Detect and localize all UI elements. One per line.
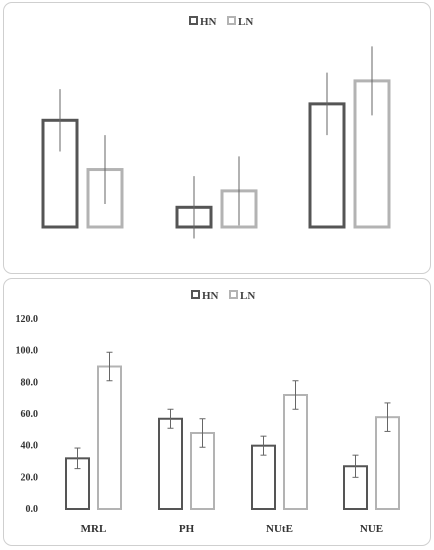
- legend-label-ln: LN: [238, 16, 253, 28]
- legend-label-ln: LN: [240, 290, 255, 302]
- category-label-mrl: MRL: [81, 523, 107, 535]
- bar-hn-ph: [158, 417, 183, 510]
- bar-chart-top: HN LN: [41, 16, 391, 239]
- y-tick-label: 0.0: [26, 504, 39, 515]
- bar-chart-bottom: HN LN 0.0 20.0 40.0 60.0 80.0 100.0 120.0 MRL PH NU…: [16, 290, 400, 535]
- bar-ln-nute: [283, 394, 308, 510]
- y-tick-label: 20.0: [21, 472, 39, 483]
- legend-swatch-hn: [189, 16, 198, 25]
- y-tick-label: 40.0: [21, 441, 39, 452]
- category-label-nue: NUE: [360, 523, 383, 535]
- category-label-nute: NUtE: [266, 523, 293, 535]
- legend-swatch-ln: [227, 16, 236, 25]
- bar-ln-mrl: [97, 365, 122, 510]
- y-tick-label: 120.0: [16, 314, 39, 325]
- chart-panel-top: HN LN: [3, 2, 431, 274]
- y-tick-label: 60.0: [21, 409, 39, 420]
- legend: HN LN: [189, 16, 253, 28]
- legend-label-hn: HN: [202, 290, 219, 302]
- legend-swatch-ln: [229, 290, 238, 299]
- category-label-ph: PH: [179, 523, 195, 535]
- y-tick-label: 100.0: [16, 346, 39, 357]
- legend-label-hn: HN: [200, 16, 217, 28]
- legend-swatch-hn: [191, 290, 200, 299]
- y-tick-label: 80.0: [21, 377, 39, 388]
- chart-panel-bottom: HN LN 0.0 20.0 40.0 60.0 80.0 100.0 120.0 MRL PH NU…: [3, 278, 431, 546]
- legend: HN LN: [191, 290, 255, 302]
